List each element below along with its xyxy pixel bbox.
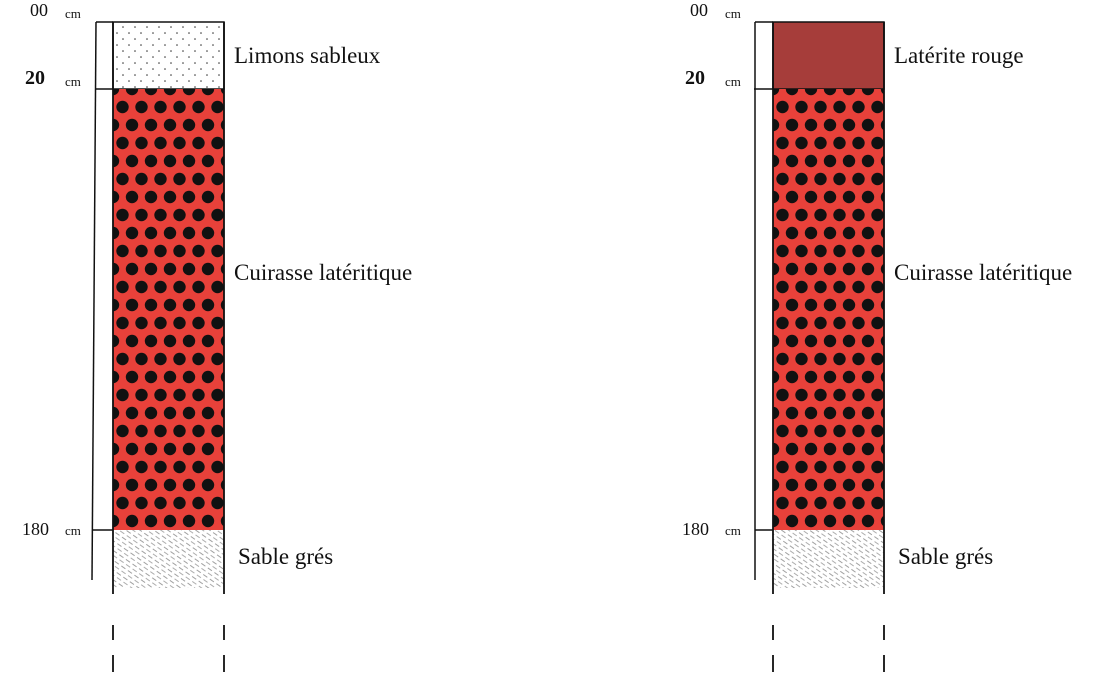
layer-label: Limons sableux <box>234 43 381 68</box>
depth-label: 20 <box>685 67 705 89</box>
depth-label: 180 <box>22 519 49 539</box>
layer-label: Latérite rouge <box>894 43 1024 68</box>
profiles: 00 cm 20 cm 180 cm Limons sableux Cuirasse laté… <box>22 0 1072 672</box>
layer-sable <box>113 530 224 588</box>
depth-unit: cm <box>65 74 81 89</box>
layer-top <box>772 21 885 90</box>
layer-label: Sable grés <box>898 544 993 569</box>
layer-label: Cuirasse latéritique <box>234 260 412 285</box>
depth-unit: cm <box>725 74 741 89</box>
depth-label: 180 <box>682 519 709 539</box>
depth-label: 00 <box>690 0 708 20</box>
layer-cuirasse <box>773 89 884 530</box>
depth-label: 20 <box>25 67 45 89</box>
depth-unit: cm <box>65 523 81 538</box>
depth-label: 00 <box>30 0 48 20</box>
layer-sable <box>773 530 884 588</box>
layer-label: Cuirasse latéritique <box>894 260 1072 285</box>
depth-unit: cm <box>65 6 81 21</box>
depth-unit: cm <box>725 523 741 538</box>
depth-unit: cm <box>725 6 741 21</box>
layer-top <box>112 21 225 90</box>
layer-cuirasse <box>113 89 224 530</box>
layer-label: Sable grés <box>238 544 333 569</box>
depth-axis <box>91 21 97 581</box>
